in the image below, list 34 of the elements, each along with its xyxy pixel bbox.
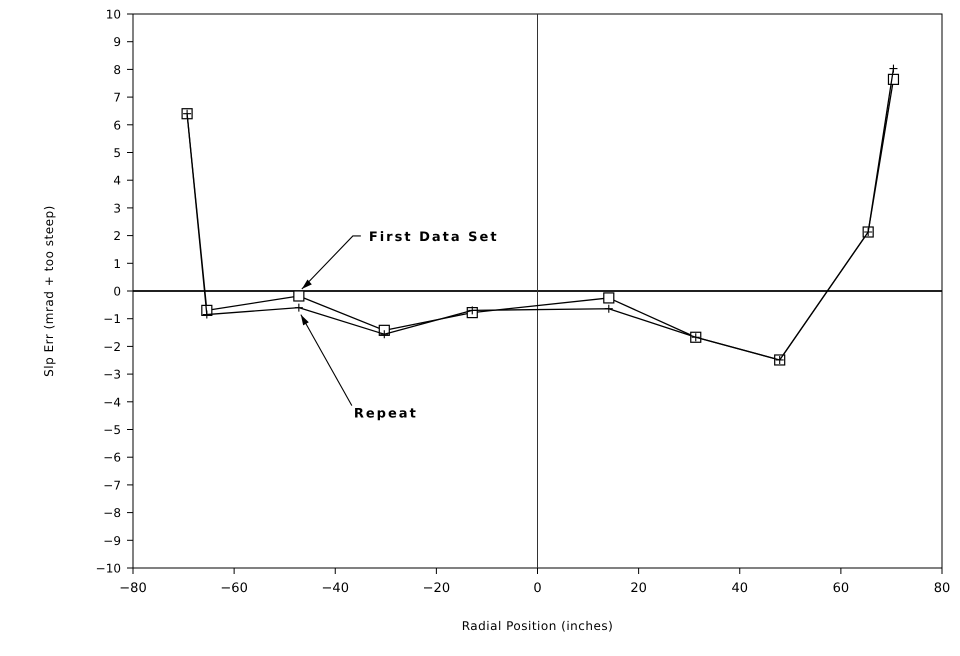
y-tick-label: −10: [96, 562, 121, 576]
x-tick-label: 20: [630, 581, 647, 596]
x-tick-label: 80: [934, 581, 950, 596]
y-tick-label: −8: [103, 506, 121, 520]
y-axis-title: Slp Err (mrad + too steep): [42, 205, 56, 377]
x-tick-label: −80: [119, 581, 147, 596]
y-tick-label: 9: [113, 35, 121, 50]
x-tick-label: −40: [322, 581, 349, 596]
y-tick-label: 1: [113, 256, 121, 271]
y-tick-label: −2: [103, 340, 121, 354]
y-tick-label: 0: [113, 284, 121, 298]
x-tick-label: −20: [422, 581, 450, 596]
y-tick-label: 2: [113, 229, 121, 244]
annotation: Repeat: [354, 406, 418, 422]
x-tick-label: 40: [731, 581, 748, 596]
y-tick-label: −4: [103, 395, 121, 410]
annotation: First Data Set: [368, 230, 499, 245]
y-tick-label: 6: [113, 118, 121, 132]
y-tick-label: 10: [106, 8, 121, 22]
y-tick-label: 5: [113, 146, 121, 160]
y-tick-label: 8: [113, 62, 121, 77]
x-tick-label: −60: [220, 581, 248, 596]
y-tick-label: −1: [103, 312, 121, 326]
x-axis-title: Radial Position (inches): [462, 619, 614, 633]
y-tick-label: −5: [103, 423, 121, 437]
y-tick-label: −9: [103, 534, 121, 548]
y-tick-label: 7: [113, 90, 121, 105]
y-tick-label: −7: [103, 478, 121, 492]
x-tick-label: 0: [533, 581, 542, 596]
y-tick-label: 4: [113, 174, 121, 188]
y-tick-label: −6: [103, 450, 121, 465]
y-tick-label: 3: [113, 201, 121, 216]
y-tick-label: −3: [103, 368, 121, 382]
x-tick-label: 60: [832, 581, 850, 596]
